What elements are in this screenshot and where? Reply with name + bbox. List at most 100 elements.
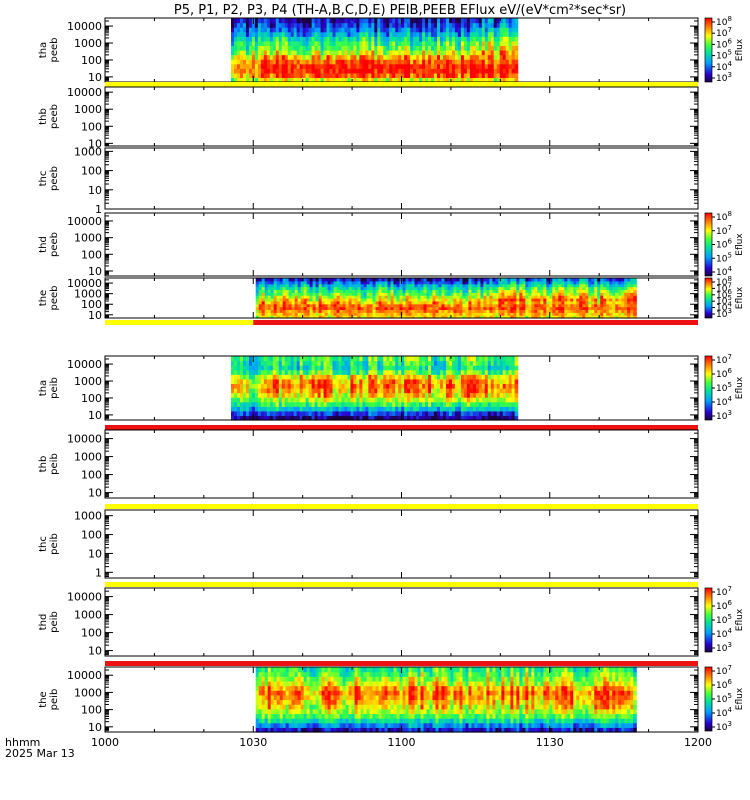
spectrogram-cell <box>499 68 504 74</box>
spectrogram-cell <box>356 388 360 394</box>
spectrogram-cell <box>377 45 381 51</box>
spectrogram-cell <box>510 289 514 293</box>
spectrogram-cell <box>410 378 414 385</box>
spectrogram-cell <box>442 388 447 394</box>
spectrogram-cell <box>293 415 298 421</box>
spectrogram-cell <box>354 303 359 308</box>
spectrogram-cell <box>510 315 514 319</box>
spectrogram-cell <box>447 298 452 302</box>
spectrogram-cell <box>468 280 473 285</box>
spectrogram-cell <box>359 401 363 407</box>
spectrogram-cell <box>513 289 517 293</box>
spectrogram-cell <box>413 22 417 28</box>
spectrogram-cell <box>257 68 262 74</box>
spectrogram-cell <box>299 410 304 417</box>
spectrogram-cell <box>561 278 565 282</box>
spectrogram-cell <box>296 365 301 371</box>
spectrogram-cell <box>472 72 477 79</box>
spectrogram-cell <box>332 54 337 60</box>
spectrogram-cell <box>290 397 295 403</box>
spectrogram-cell <box>600 312 604 316</box>
spectrogram-cell <box>384 286 389 291</box>
spectrogram-cell <box>369 306 374 311</box>
spectrogram-cell <box>543 286 547 291</box>
spectrogram-cell <box>315 315 320 319</box>
spectrogram-cell <box>447 300 452 305</box>
spectrogram-cell <box>290 415 295 421</box>
spectrogram-cell <box>381 278 386 282</box>
spectrogram-cell <box>576 283 580 288</box>
spectrogram-cell <box>531 283 535 288</box>
spectrogram-cell <box>493 45 498 51</box>
spectrogram-cell <box>496 18 501 24</box>
spectrogram-cell <box>454 383 459 389</box>
spectrogram-cell <box>326 397 331 403</box>
spectrogram-cell <box>312 286 317 291</box>
spectrogram-cell <box>466 54 471 60</box>
spectrogram-cell <box>469 369 474 375</box>
spectrogram-cell <box>450 289 455 293</box>
y-axis-label: the <box>38 290 49 306</box>
spectrogram-cell <box>493 77 498 83</box>
spectrogram-cell <box>451 18 456 24</box>
panel-frame <box>104 212 699 277</box>
spectrogram-cell <box>261 292 266 296</box>
spectrogram-cell <box>399 295 404 299</box>
spectrogram-cell <box>317 45 322 51</box>
spectrogram-cell <box>293 378 298 385</box>
spectrogram-cell <box>323 388 328 394</box>
spectrogram-cell <box>531 289 535 293</box>
spectrogram-cell <box>402 300 407 305</box>
spectrogram-cell <box>353 54 358 60</box>
spectrogram-cell <box>266 365 271 371</box>
spectrogram-cell <box>606 298 610 302</box>
spectrogram-cell <box>393 292 398 296</box>
spectrogram-cell <box>502 397 507 403</box>
spectrogram-cell <box>396 303 401 308</box>
spectrogram-cell <box>239 374 244 380</box>
spectrogram-cell <box>437 40 441 47</box>
spectrogram-cell <box>306 312 311 316</box>
spectrogram-cell <box>281 410 286 417</box>
spectrogram-cell <box>375 306 380 311</box>
spectrogram-cell <box>416 365 420 371</box>
spectrogram-cell <box>329 356 334 362</box>
spectrogram-cell <box>257 415 262 421</box>
spectrogram-cell <box>484 45 489 51</box>
spectrogram-cell <box>495 280 500 285</box>
colorbar-tick-label: 104 <box>716 265 732 278</box>
spectrogram-cell <box>389 388 393 394</box>
spectrogram-cell <box>453 300 458 305</box>
spectrogram-cell <box>570 280 574 285</box>
spectrogram-cell <box>437 388 441 394</box>
spectrogram-cell <box>263 59 268 65</box>
spectrogram-cell <box>290 77 295 83</box>
spectrogram-cell <box>254 388 259 394</box>
spectrogram-cell <box>351 289 356 293</box>
spectrogram-cell <box>558 280 562 285</box>
spectrogram-cell <box>490 59 495 65</box>
spectrogram-cell <box>284 369 289 375</box>
spectrogram-cell <box>582 300 586 305</box>
spectrogram-cell <box>329 40 334 47</box>
spectrogram-cell <box>407 36 411 42</box>
spectrogram-cell <box>365 40 369 47</box>
spectrogram-cell <box>525 298 529 302</box>
spectrogram-cell <box>555 315 559 319</box>
spectrogram-cell <box>368 68 372 74</box>
spectrogram-cell <box>329 36 334 42</box>
spectrogram-cell <box>410 36 414 42</box>
spectrogram-cell <box>263 54 268 60</box>
spectrogram-cell <box>462 278 467 282</box>
colorbar-tick-label: 104 <box>716 60 732 73</box>
spectrogram-cell <box>426 292 431 296</box>
spectrogram-cell <box>478 68 483 74</box>
spectrogram-cell <box>314 388 319 394</box>
spectrogram-cell <box>392 45 396 51</box>
spectrogram-cell <box>350 50 355 56</box>
spectrogram-cell <box>534 306 538 311</box>
spectrogram-cell <box>546 289 550 293</box>
spectrogram-cell <box>505 410 510 417</box>
spectrogram-cell <box>281 31 286 37</box>
spectrogram-cell <box>579 300 583 305</box>
